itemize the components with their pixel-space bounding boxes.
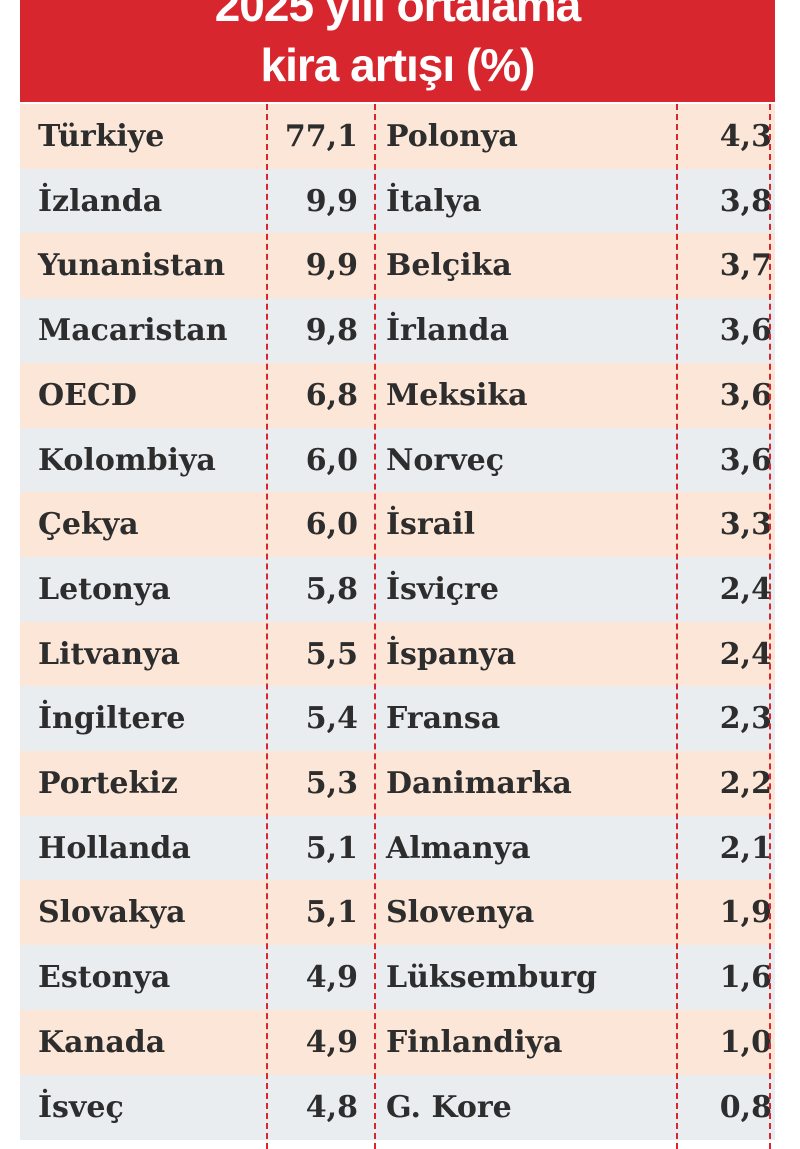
value: 2,1 xyxy=(719,830,772,866)
header: 2025 yılı ortalama kira artışı (%) xyxy=(20,0,775,102)
country: Yunanistan xyxy=(38,248,226,284)
country: Norveç xyxy=(386,442,505,478)
value: 4,3 xyxy=(719,119,772,154)
country: Türkiye xyxy=(38,119,165,154)
table-row: Türkiye 77,1 Polonya 4,3 xyxy=(20,104,775,169)
country: Litvanya xyxy=(38,636,180,672)
country: Fransa xyxy=(386,701,501,737)
country: Meksika xyxy=(386,377,528,413)
country: Slovakya xyxy=(38,895,186,931)
country: Hollanda xyxy=(38,830,191,866)
country: Lüksemburg xyxy=(386,960,597,996)
country: Estonya xyxy=(38,960,171,996)
value: 6,0 xyxy=(305,442,358,478)
country: Macaristan xyxy=(38,313,228,349)
country: OECD xyxy=(38,377,137,413)
value: 2,4 xyxy=(719,636,772,672)
value: 3,6 xyxy=(719,442,772,478)
value: 6,8 xyxy=(305,377,358,413)
value: 3,6 xyxy=(719,313,772,349)
country: İsviçre xyxy=(386,571,499,607)
divider xyxy=(374,104,376,1149)
divider xyxy=(769,104,771,1149)
title-line: 2025 yılı ortalama xyxy=(214,0,582,31)
table-row: Kanada 4,9 Finlandiya 1,0 xyxy=(20,1009,775,1075)
country: Kanada xyxy=(38,1024,166,1060)
value: 9,8 xyxy=(305,313,358,349)
country: Kolombiya xyxy=(38,442,216,478)
value: 5,8 xyxy=(305,571,358,607)
divider xyxy=(676,104,678,1149)
table-row: İsveç 4,8 G. Kore 0,8 xyxy=(20,1074,775,1140)
table-row: Portekiz 5,3 Danimarka 2,2 xyxy=(20,751,775,816)
value: 1,9 xyxy=(719,895,772,931)
table-row: Hollanda 5,1 Almanya 2,1 xyxy=(20,815,775,881)
value: 5,1 xyxy=(305,895,358,931)
value: 4,9 xyxy=(305,960,358,996)
table-row: Yunanistan 9,9 Belçika 3,7 xyxy=(20,233,775,299)
country: İngiltere xyxy=(38,701,186,737)
country: Letonya xyxy=(38,571,171,607)
country: İsrail xyxy=(386,507,475,543)
value: 3,3 xyxy=(719,507,772,543)
value: 5,1 xyxy=(305,830,358,866)
table-row: Estonya 4,9 Lüksemburg 1,6 xyxy=(20,945,775,1011)
value: 2,4 xyxy=(719,571,772,607)
table-row: Macaristan 9,8 İrlanda 3,6 xyxy=(20,298,775,364)
value: 1,6 xyxy=(719,960,772,996)
country: İtalya xyxy=(386,183,482,219)
value: 5,5 xyxy=(305,636,358,672)
country: İsveç xyxy=(38,1089,124,1125)
value: 4,8 xyxy=(305,1089,358,1125)
value: 5,3 xyxy=(305,766,358,801)
table-row: Slovakya 5,1 Slovenya 1,9 xyxy=(20,880,775,946)
table-row: Kolombiya 6,0 Norveç 3,6 xyxy=(20,427,775,493)
country: Polonya xyxy=(386,119,518,154)
value: 3,6 xyxy=(719,377,772,413)
table-row: İngiltere 5,4 Fransa 2,3 xyxy=(20,686,775,752)
value: 3,8 xyxy=(719,183,772,219)
table-row: Litvanya 5,5 İspanya 2,4 xyxy=(20,621,775,687)
value: 6,0 xyxy=(305,507,358,543)
value: 3,7 xyxy=(719,248,772,284)
value: 77,1 xyxy=(284,119,358,154)
country: Danimarka xyxy=(386,766,572,801)
table-row: Letonya 5,8 İsviçre 2,4 xyxy=(20,556,775,622)
country: G. Kore xyxy=(386,1089,512,1125)
divider xyxy=(266,104,268,1149)
title-line: kira artışı (%) xyxy=(260,39,536,91)
value: 5,4 xyxy=(305,701,358,737)
country: İspanya xyxy=(386,636,517,672)
country: Belçika xyxy=(386,248,512,284)
table-row: Çekya 6,0 İsrail 3,3 xyxy=(20,492,775,558)
country: Slovenya xyxy=(386,895,535,931)
country: Portekiz xyxy=(38,766,178,801)
value: 2,3 xyxy=(719,701,772,737)
country: İzlanda xyxy=(38,183,163,219)
value: 0,8 xyxy=(719,1089,772,1125)
table-row: OECD 6,8 Meksika 3,6 xyxy=(20,362,775,428)
country: Almanya xyxy=(386,830,531,866)
value: 9,9 xyxy=(305,248,358,284)
country: İrlanda xyxy=(386,313,509,349)
value: 9,9 xyxy=(305,183,358,219)
value: 1,0 xyxy=(719,1024,772,1060)
value: 4,9 xyxy=(305,1024,358,1060)
country: Finlandiya xyxy=(386,1024,563,1060)
country: Çekya xyxy=(38,507,139,543)
table-row: İzlanda 9,9 İtalya 3,8 xyxy=(20,168,775,234)
value: 2,2 xyxy=(719,766,772,801)
